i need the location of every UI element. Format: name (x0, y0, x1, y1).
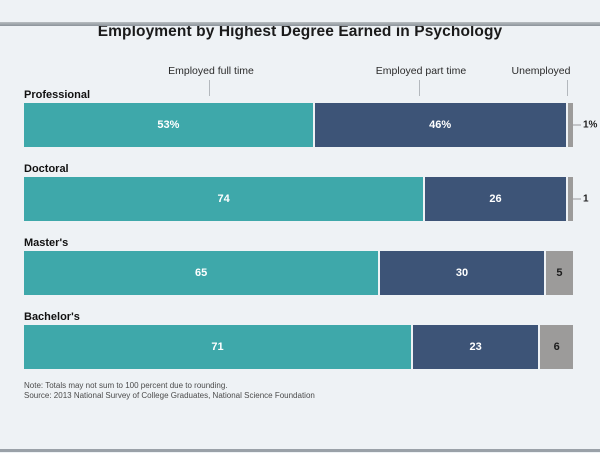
segment-full-time: 74 (24, 177, 424, 221)
segment-part-time: 30 (380, 251, 544, 295)
segment-unemployed (567, 103, 573, 147)
segment-value-label: 53% (157, 119, 180, 131)
segment-full-time: 65 (24, 251, 379, 295)
legend-label-unemployed: Unemployed (511, 65, 571, 77)
unemployed-value-label: 1% (583, 119, 598, 131)
chart-title: Employment by Highest Degree Earned in P… (97, 23, 503, 40)
segment-full-time: 71 (24, 325, 411, 369)
category-label-masters: Master's (24, 237, 69, 249)
row-professional: Professional 53% 46% 1% (24, 89, 597, 147)
segment-value-label: 23 (469, 341, 482, 353)
row-masters: Master's 65 30 5 (24, 238, 573, 295)
segment-value-label: 65 (195, 267, 208, 279)
unemployed-callout: 1 (573, 194, 589, 205)
chart-rows: Professional 53% 46% 1% Doctoral 74 26 (24, 89, 597, 369)
row-bachelors: Bachelor's 71 23 6 (24, 312, 573, 369)
category-label-doctoral: Doctoral (24, 163, 69, 175)
legend: Employed full time Employed part time Un… (0, 42, 600, 96)
category-label-professional: Professional (24, 89, 91, 101)
callout-line (573, 198, 581, 200)
top-border-strip (0, 22, 600, 26)
segment-value-label: 71 (211, 341, 224, 353)
legend-tick-part-time (419, 80, 420, 96)
segment-value-label: 26 (489, 193, 502, 205)
bar-doctoral: 74 26 1 (24, 177, 589, 221)
bottom-border-strip (0, 449, 600, 452)
legend-tick-unemployed (567, 80, 568, 96)
segment-value-label: 74 (217, 193, 230, 205)
segment-part-time: 26 (425, 177, 566, 221)
bar-masters: 65 30 5 (24, 251, 573, 295)
source-text: Source: 2013 National Survey of College … (24, 391, 315, 400)
segment-unemployed (567, 177, 573, 221)
legend-tick-full-time (209, 80, 210, 96)
legend-label-employed-part-time: Employed part time (375, 65, 467, 77)
segment-unemployed: 6 (540, 325, 573, 369)
unemployed-value-label: 1 (583, 193, 589, 205)
footnotes: Note: Totals may not sum to 100 percent … (24, 381, 600, 401)
legend-label-employed-full-time: Employed full time (168, 65, 254, 77)
segment-full-time: 53% (24, 103, 313, 147)
segment-unemployed: 5 (545, 251, 573, 295)
segment-value-label: 5 (556, 267, 563, 279)
callout-line (573, 124, 581, 126)
segment-value-label: 30 (455, 267, 469, 279)
segment-part-time: 46% (314, 103, 566, 147)
bar-bachelors: 71 23 6 (24, 325, 573, 369)
bar-professional: 53% 46% 1% (24, 103, 597, 147)
row-doctoral: Doctoral 74 26 1 (24, 163, 589, 221)
segment-value-label: 6 (553, 341, 560, 353)
unemployed-callout: 1% (573, 120, 597, 131)
segment-part-time: 23 (412, 325, 539, 369)
segment-value-label: 46% (429, 119, 452, 131)
note-text: Note: Totals may not sum to 100 percent … (24, 381, 228, 390)
category-label-bachelors: Bachelor's (24, 311, 80, 323)
